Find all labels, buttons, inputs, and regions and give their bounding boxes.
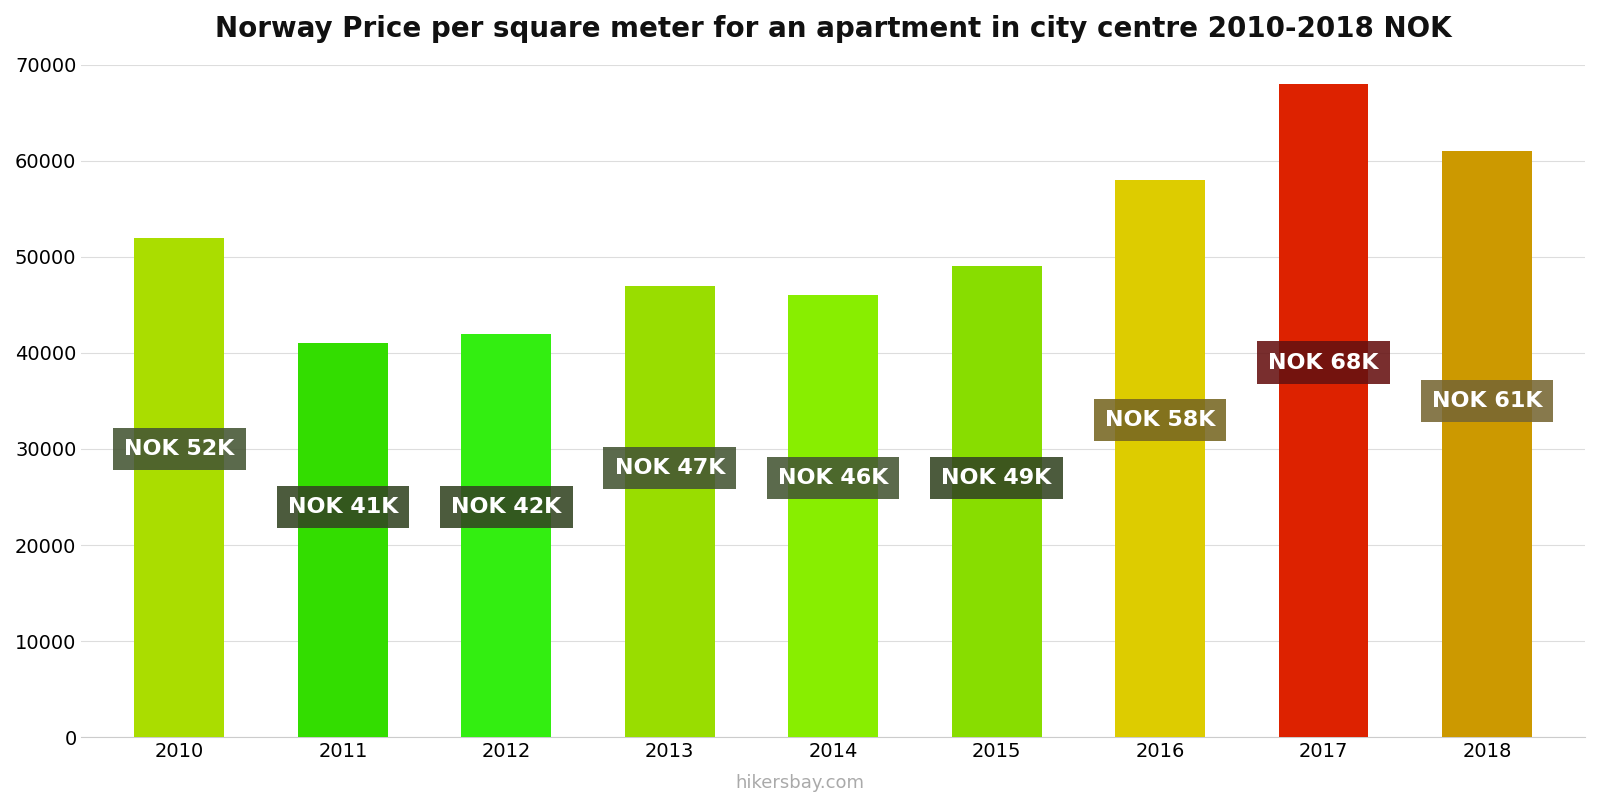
- Bar: [952, 266, 1042, 737]
- Text: NOK 46K: NOK 46K: [778, 468, 888, 488]
- Text: NOK 47K: NOK 47K: [614, 458, 725, 478]
- Bar: [789, 295, 878, 737]
- Text: NOK 68K: NOK 68K: [1269, 353, 1379, 373]
- Title: Norway Price per square meter for an apartment in city centre 2010-2018 NOK: Norway Price per square meter for an apa…: [214, 15, 1451, 43]
- Bar: [624, 286, 715, 737]
- Text: NOK 42K: NOK 42K: [451, 497, 562, 517]
- Bar: [461, 334, 552, 737]
- Bar: [298, 343, 387, 737]
- Text: hikersbay.com: hikersbay.com: [736, 774, 864, 792]
- Text: NOK 52K: NOK 52K: [125, 439, 235, 459]
- Text: NOK 58K: NOK 58K: [1106, 410, 1216, 430]
- Text: NOK 49K: NOK 49K: [941, 468, 1051, 488]
- Bar: [134, 238, 224, 737]
- Bar: [1278, 84, 1368, 737]
- Bar: [1442, 151, 1531, 737]
- Text: NOK 41K: NOK 41K: [288, 497, 398, 517]
- Bar: [1115, 180, 1205, 737]
- Text: NOK 61K: NOK 61K: [1432, 391, 1542, 411]
